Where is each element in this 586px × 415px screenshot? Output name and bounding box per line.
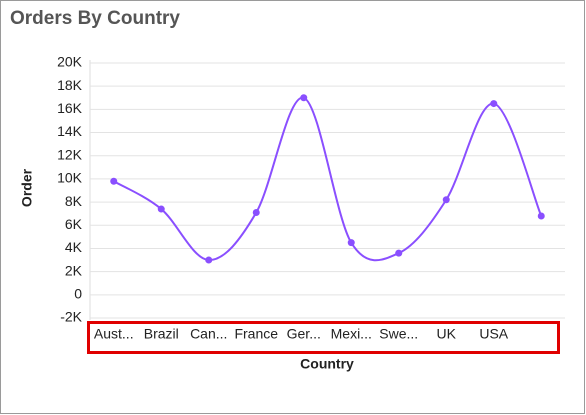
x-tick-label: Brazil [144, 326, 179, 342]
marker [537, 212, 545, 220]
marker [110, 177, 118, 185]
y-tick-label: 18K [57, 77, 83, 93]
y-tick-label: 4K [65, 239, 83, 255]
y-tick-label: -2K [60, 309, 82, 325]
x-tick-label: Swe... [379, 326, 418, 342]
marker [347, 239, 355, 247]
marker [157, 205, 165, 213]
marker [395, 249, 403, 257]
marker [252, 209, 260, 217]
x-tick-label: France [234, 326, 278, 342]
x-tick-label: Can... [190, 326, 227, 342]
x-tick-label: USA [479, 326, 508, 342]
y-tick-label: 14K [57, 123, 83, 139]
x-tick-label: Ger... [287, 326, 321, 342]
y-axis-title: Order [19, 168, 35, 207]
marker [205, 256, 213, 264]
x-tick-label: UK [437, 326, 457, 342]
x-tick-label: Mexi... [331, 326, 372, 342]
marker [490, 100, 498, 108]
y-tick-label: 2K [65, 262, 83, 278]
y-tick-label: 20K [57, 54, 83, 70]
highlight-box [87, 321, 560, 354]
x-axis-title: Country [300, 356, 354, 372]
y-tick-label: 6K [65, 216, 83, 232]
y-tick-label: 8K [65, 193, 83, 209]
y-tick-label: 16K [57, 100, 83, 116]
y-tick-label: 0 [74, 286, 82, 302]
marker [442, 196, 450, 204]
chart-title: Orders By Country [10, 8, 180, 29]
marker [300, 94, 308, 102]
y-tick-label: 12K [57, 146, 83, 162]
x-tick-label: Aust... [94, 326, 134, 342]
y-tick-label: 10K [57, 170, 83, 186]
line [113, 96, 543, 262]
